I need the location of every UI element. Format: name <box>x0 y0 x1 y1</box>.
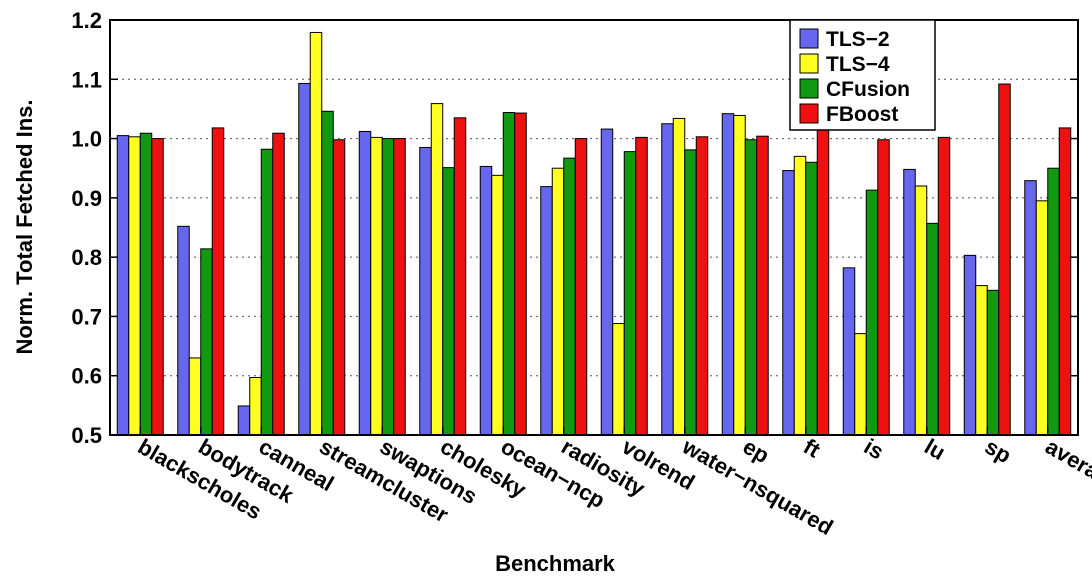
bar-tls-4 <box>975 285 988 436</box>
bar-fboost <box>998 83 1011 436</box>
legend-label: CFusion <box>826 78 910 101</box>
bar-cfusion <box>805 161 818 436</box>
bar-tls-2 <box>782 170 795 436</box>
bar-cfusion <box>381 138 395 436</box>
bar-tls-4 <box>430 103 444 436</box>
legend-label: TLS−4 <box>826 53 890 76</box>
y-tick-label: 1.0 <box>71 127 102 152</box>
bar-tls-4 <box>188 357 202 436</box>
bar-cfusion <box>260 148 274 436</box>
x-tick-label: sp <box>981 434 1016 468</box>
bar-tls-2 <box>600 128 614 436</box>
bar-cfusion <box>623 151 637 436</box>
bar-cfusion <box>986 289 1000 436</box>
bar-tls-2 <box>540 186 553 436</box>
bar-tls-2 <box>903 168 916 436</box>
bar-tls-4 <box>914 185 928 436</box>
bar-tls-2 <box>358 130 372 436</box>
bar-fboost <box>695 136 709 436</box>
y-tick-label: 1.2 <box>71 8 102 33</box>
bar-tls-4 <box>1035 200 1049 436</box>
bar-tls-4 <box>309 31 323 436</box>
bar-tls-2 <box>116 135 130 436</box>
bar-tls-2 <box>298 82 311 436</box>
y-tick-label: 0.9 <box>71 186 102 211</box>
bar-tls-4 <box>249 376 262 436</box>
bar-cfusion <box>563 157 576 436</box>
bar-fboost <box>272 132 285 436</box>
legend-swatch <box>799 103 819 124</box>
bar-fboost <box>635 136 648 436</box>
legend-swatch <box>799 28 819 49</box>
bar-tls-2 <box>419 146 432 436</box>
bar-fboost <box>756 135 769 436</box>
legend-swatch <box>799 53 819 74</box>
x-axis-label: Benchmark <box>495 551 616 576</box>
bar-fboost <box>453 117 467 436</box>
x-tick-label: is <box>860 434 888 465</box>
bar-fboost <box>574 138 588 436</box>
bar-cfusion <box>1047 167 1060 436</box>
legend-label: TLS−2 <box>826 28 890 51</box>
bar-tls-4 <box>733 114 746 436</box>
legend-swatch <box>799 78 819 99</box>
bar-cfusion <box>502 111 516 436</box>
bar-cfusion <box>442 167 455 436</box>
bar-fboost <box>393 138 406 436</box>
bar-tls-4 <box>370 136 383 436</box>
bar-tls-4 <box>854 333 867 436</box>
plot-frame <box>109 19 1079 436</box>
bar-fboost <box>1058 127 1072 436</box>
bar-tls-4 <box>793 155 807 436</box>
y-tick-label: 0.6 <box>71 364 102 389</box>
bar-tls-4 <box>491 174 504 436</box>
bar-fboost <box>332 139 346 436</box>
bar-fboost <box>877 139 890 436</box>
x-axis-categories: blackscholesbodytrackcannealstreamcluste… <box>134 427 1092 540</box>
x-tick-label: ft <box>799 434 825 463</box>
bar-cfusion <box>321 110 334 436</box>
bar-fboost <box>937 136 951 436</box>
bar-fboost <box>816 94 830 436</box>
bar-tls-2 <box>1024 180 1037 436</box>
y-tick-label: 0.7 <box>71 304 102 329</box>
bar-tls-2 <box>963 254 977 436</box>
bar-tls-4 <box>551 167 565 436</box>
bar-cfusion <box>926 222 939 436</box>
y-tick-label: 1.1 <box>71 67 102 92</box>
x-tick-label: average <box>1041 434 1092 497</box>
y-tick-label: 0.5 <box>71 423 102 448</box>
bar-cfusion <box>684 149 697 436</box>
y-tick-label: 0.8 <box>71 245 102 270</box>
bar-fboost <box>151 138 164 436</box>
bar-tls-2 <box>721 113 735 436</box>
bar-tls-4 <box>612 323 625 436</box>
bar-tls-2 <box>237 405 251 436</box>
x-tick-label: ep <box>739 434 774 468</box>
bar-tls-4 <box>672 117 686 436</box>
bar-tls-2 <box>177 225 190 436</box>
bar-cfusion <box>139 132 153 436</box>
legend-label: FBoost <box>826 103 898 126</box>
bar-tls-2 <box>842 267 856 436</box>
bar-cfusion <box>200 248 213 436</box>
x-tick-label: lu <box>920 434 949 465</box>
bar-tls-2 <box>479 165 493 436</box>
y-axis-ticks: 0.5 0.6 0.7 0.8 0.9 1.0 1.1 1.2 <box>71 8 1078 448</box>
bar-tls-2 <box>661 123 674 436</box>
bar-cfusion <box>865 189 879 436</box>
bar-tls-4 <box>128 136 141 436</box>
y-axis-label: Norm. Total Fetched Ins. <box>12 99 37 354</box>
bars <box>116 31 1072 436</box>
bar-fboost <box>514 112 527 436</box>
bar-cfusion <box>744 139 758 436</box>
bar-fboost <box>211 127 225 436</box>
